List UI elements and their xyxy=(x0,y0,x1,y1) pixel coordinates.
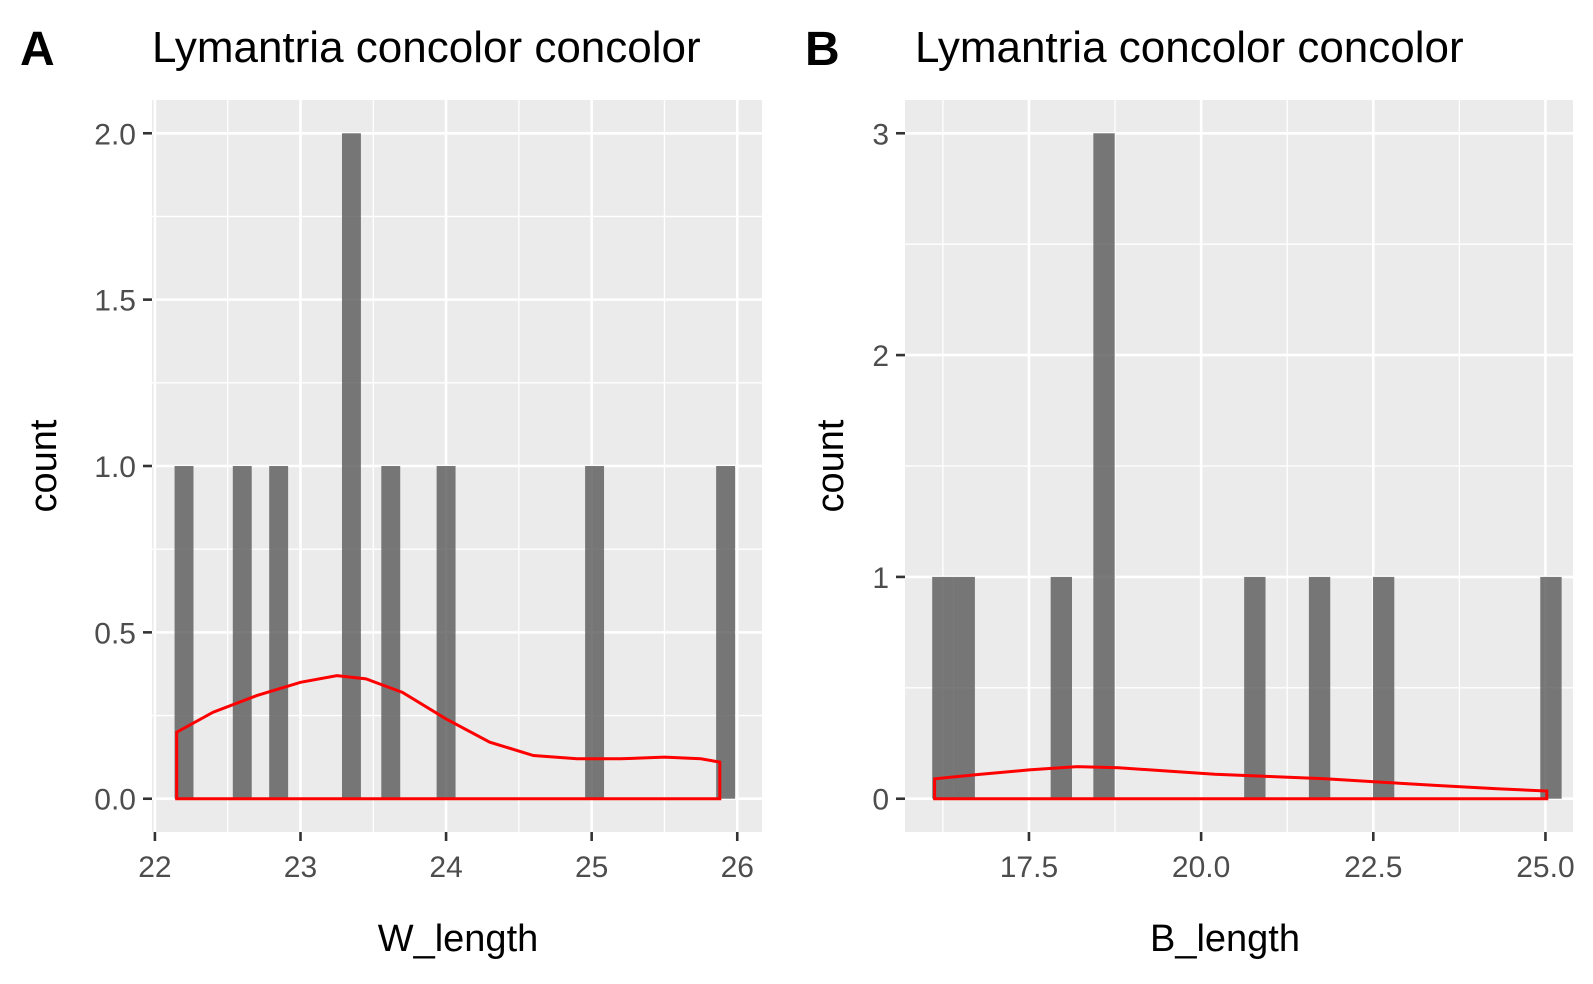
panel-b-label: B xyxy=(805,23,840,76)
panel-b-y-tick-label: 3 xyxy=(872,118,889,151)
panel-b-y-tick-label: 0 xyxy=(872,784,889,817)
panel-b-bar xyxy=(1540,576,1562,799)
panel-a-y-tick-label: 0.5 xyxy=(94,617,136,650)
panel-b-density-curve xyxy=(933,765,1549,801)
panel-b-bar xyxy=(932,576,954,799)
panel-a-plot-area: 22 23 24 25 26 0.0 0.5 1.0 1.5 2.0 xyxy=(94,100,762,884)
panel-a-x-tick-label: 25 xyxy=(575,851,608,884)
panel-b-x-tick-label: 25.0 xyxy=(1516,851,1574,884)
panel-a-y-tick-label: 1.5 xyxy=(94,285,136,318)
panel-a-y-tick-label: 2.0 xyxy=(94,118,136,151)
panel-b-y-tick-label: 2 xyxy=(872,340,889,373)
panel-a-title: Lymantria concolor concolor xyxy=(152,23,701,72)
panel-b-title: Lymantria concolor concolor xyxy=(915,23,1464,72)
panel-a-y-axis-title: count xyxy=(23,419,65,512)
panel-b-bar xyxy=(1093,133,1115,799)
panel-a-density-curve xyxy=(175,674,722,801)
panel-a-x-tick-label: 23 xyxy=(284,851,317,884)
panel-b-y-axis-title: count xyxy=(810,419,852,512)
panel-a-y-tick-label: 1.0 xyxy=(94,451,136,484)
panel-a-label: A xyxy=(20,23,55,76)
panel-a-x-tick-label: 22 xyxy=(138,851,171,884)
panel-b: 17.5 20.0 22.5 25.0 0 1 2 3 B Lymantria concolo… xyxy=(805,23,1575,960)
panel-b-x-tick-label: 20.0 xyxy=(1172,851,1230,884)
panel-a-bar xyxy=(436,466,456,799)
panel-b-x-tick-label: 22.5 xyxy=(1344,851,1402,884)
panel-b-x-axis-title: B_length xyxy=(1150,918,1300,960)
panel-a-bar xyxy=(585,466,605,799)
panel-b-x-tick-label: 17.5 xyxy=(1000,851,1058,884)
panel-b-bar xyxy=(1308,576,1331,799)
panel-a-bar xyxy=(716,466,736,799)
panel-a-bar xyxy=(232,466,252,799)
panel-a-y-tick-label: 0.0 xyxy=(94,784,136,817)
panel-a-x-tick-label: 26 xyxy=(721,851,754,884)
panel-b-bar xyxy=(1050,576,1072,799)
panel-b-bar xyxy=(1244,576,1266,799)
panel-a-bar xyxy=(269,466,289,799)
panel-b-bar xyxy=(953,576,975,799)
panel-b-y-tick-label: 1 xyxy=(872,562,889,595)
panel-a: 22 23 24 25 26 0.0 0.5 1.0 1.5 2.0 A Lymantria co… xyxy=(20,23,762,960)
panel-a-x-axis-title: W_length xyxy=(378,918,539,960)
panel-b-plot-area: 17.5 20.0 22.5 25.0 0 1 2 3 xyxy=(872,100,1575,884)
panel-b-bar xyxy=(1372,576,1395,799)
panel-a-bar xyxy=(341,133,361,799)
panel-a-bar xyxy=(174,466,194,799)
panel-a-bar xyxy=(381,466,401,799)
panel-a-x-tick-label: 24 xyxy=(429,851,462,884)
